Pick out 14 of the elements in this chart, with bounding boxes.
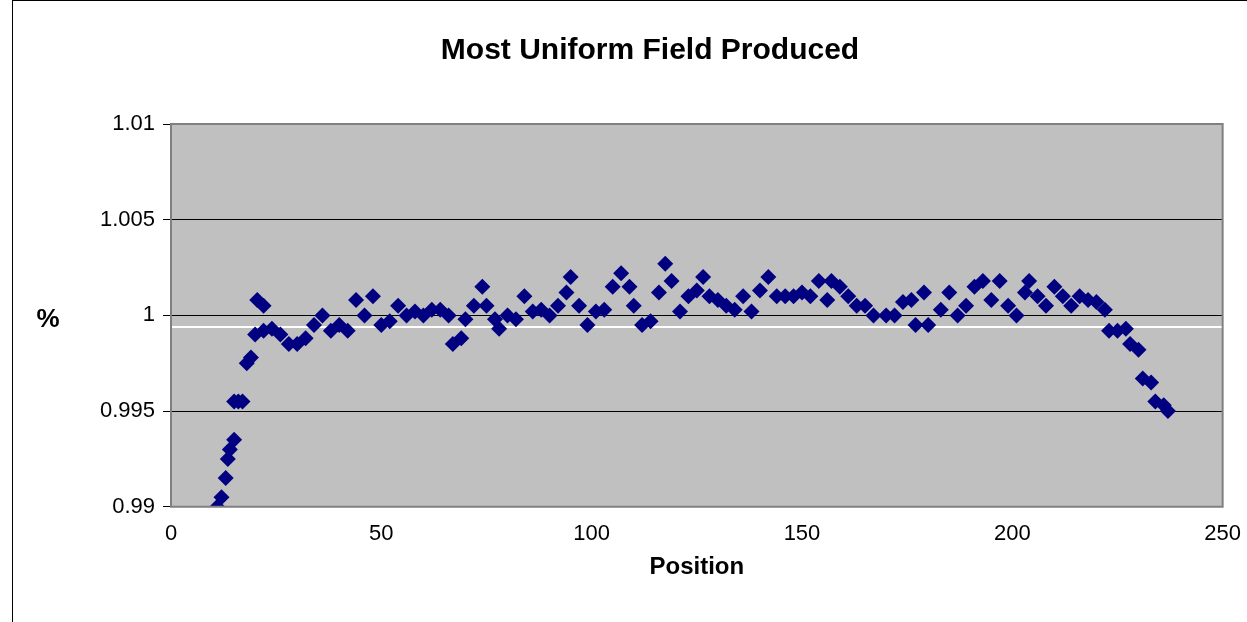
y-tick-label: 1 [142,301,155,327]
y-tick-label: 1.005 [99,205,155,231]
x-tick-label: 150 [783,520,821,546]
x-tick-label: 0 [164,520,178,546]
y-tick-label: 1.01 [112,110,155,136]
y-tick-label: 0.995 [99,397,155,423]
x-axis-title: Position [649,552,745,580]
y-axis-title: % [36,302,60,333]
chart-title: Most Uniform Field Produced [440,32,860,66]
x-tick-label: 50 [369,520,394,546]
x-tick-label: 200 [993,520,1031,546]
x-tick-label: 250 [1204,520,1242,546]
x-tick-label: 100 [573,520,611,546]
y-tick-label: 0.99 [112,492,155,518]
